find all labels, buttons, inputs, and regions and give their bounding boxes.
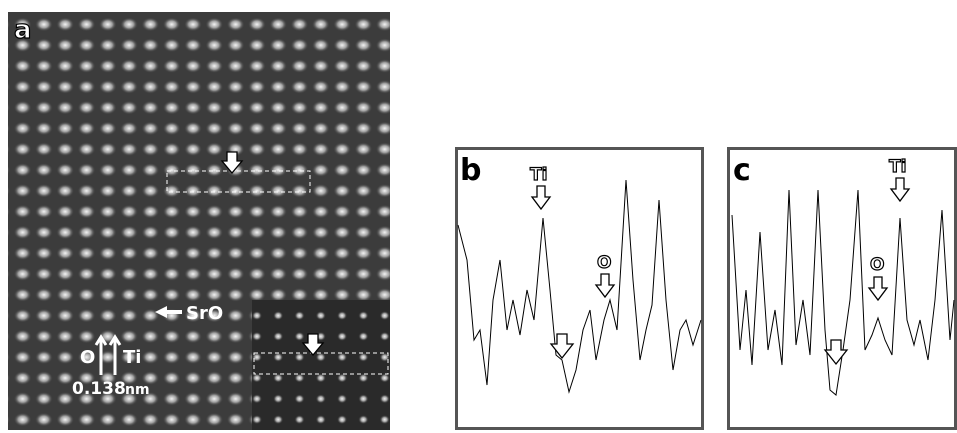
panel-b: b Ti O [455, 147, 704, 430]
o-label: O [80, 347, 95, 368]
arrow [220, 151, 244, 175]
arrow [823, 339, 849, 366]
arrow [549, 333, 575, 360]
arrow [889, 177, 911, 203]
profile-frame [727, 147, 957, 430]
arrow [867, 276, 889, 302]
o-label: O [870, 255, 884, 275]
roi-box [253, 352, 389, 375]
panel-label: a [14, 15, 32, 45]
unit-label: nm [125, 382, 150, 398]
sro-label: SrO [186, 303, 223, 324]
ti-label: Ti [889, 157, 906, 177]
profile-frame [455, 147, 704, 430]
spacing-arrows [94, 334, 122, 375]
ti-label: Ti [123, 347, 141, 368]
ti-label: Ti [530, 165, 547, 185]
panel-a: a SrO O Ti 0.138 nm [8, 12, 390, 430]
panel-label: c [733, 153, 751, 188]
arrow [594, 273, 616, 299]
roi-box [166, 170, 311, 193]
arrow [301, 333, 325, 357]
o-label: O [597, 253, 611, 273]
panel-label: b [460, 153, 481, 188]
intensity-profile [457, 179, 702, 394]
arrow [530, 185, 552, 211]
hrtem-region [252, 300, 390, 430]
arrow [155, 306, 182, 318]
distance-label: 0.138 [72, 379, 126, 399]
panel-c: c Ti O [727, 147, 957, 430]
